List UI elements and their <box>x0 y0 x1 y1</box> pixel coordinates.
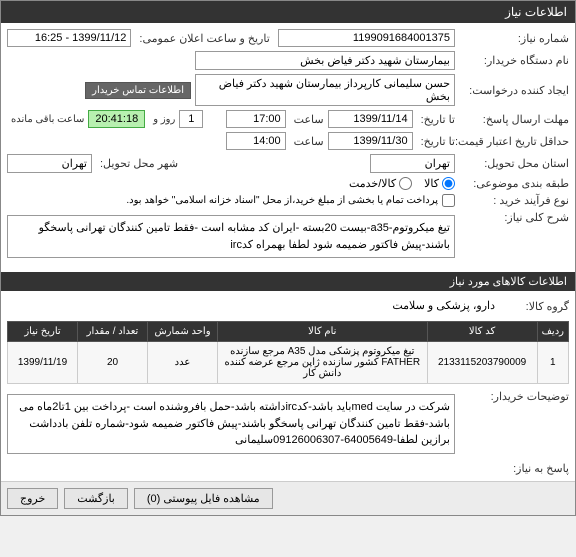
goods-radio[interactable] <box>442 177 455 190</box>
service-radio-text: کالا/خدمت <box>349 177 396 190</box>
items-section-header: اطلاعات کالاهای مورد نیاز <box>1 272 575 291</box>
group-value: دارو، پزشکی و سلامت <box>7 297 495 315</box>
cell-row: 1 <box>537 342 568 384</box>
service-radio-label[interactable]: کالا/خدمت <box>349 177 412 190</box>
col-name: نام کالا <box>218 322 428 342</box>
city-label: شهر محل تحویل: <box>96 157 178 170</box>
deadline-time: 17:00 <box>226 110 286 128</box>
purchase-note: پرداخت تمام یا بخشی از مبلغ خرید،از محل … <box>126 195 438 206</box>
service-radio[interactable] <box>399 177 412 190</box>
org-value: بیمارستان شهید دکتر فیاض بخش <box>195 51 455 70</box>
items-table: ردیف کد کالا نام کالا واحد شمارش تعداد /… <box>7 321 569 384</box>
titlebar: اطلاعات نیاز <box>1 1 575 23</box>
time-label-1: ساعت <box>290 113 324 126</box>
group-label: گروه کالا: <box>499 300 569 313</box>
items-section: گروه کالا: دارو، پزشکی و سلامت ردیف کد ک… <box>1 291 575 481</box>
day-and-label: روز و <box>149 114 175 125</box>
items-header-row: ردیف کد کالا نام کالا واحد شمارش تعداد /… <box>8 322 569 342</box>
col-date: تاریخ نیاز <box>8 322 78 342</box>
validity-label: حداقل تاریخ اعتبار قیمت: <box>459 135 569 148</box>
until-label: تا تاریخ: <box>417 113 455 126</box>
validity-date: 1399/11/30 <box>328 132 413 150</box>
treasury-checkbox[interactable] <box>442 194 455 207</box>
contact-buyer-button[interactable]: اطلاعات تماس خریدار <box>85 82 191 99</box>
footer: مشاهده فایل پیوستی (0) بازگشت خروج <box>1 481 575 515</box>
deadline-date: 1399/11/14 <box>328 110 413 128</box>
until-label-2: تا تاریخ: <box>417 135 455 148</box>
cell-unit: عدد <box>148 342 218 384</box>
col-qty: تعداد / مقدار <box>78 322 148 342</box>
col-code: کد کالا <box>427 322 537 342</box>
grouping-radio-group: کالا کالا/خدمت <box>349 177 455 190</box>
city-value: تهران <box>7 154 92 173</box>
province-value: تهران <box>370 154 455 173</box>
validity-time: 14:00 <box>226 132 286 150</box>
remain-label: ساعت باقی مانده <box>7 114 84 125</box>
announce-label: تاریخ و ساعت اعلان عمومی: <box>135 32 269 45</box>
col-unit: واحد شمارش <box>148 322 218 342</box>
close-button[interactable]: خروج <box>7 488 58 509</box>
creator-value: حسن سلیمانی کارپرداز بیمارستان شهید دکتر… <box>195 74 455 106</box>
deadline-label: مهلت ارسال پاسخ: <box>459 113 569 126</box>
goods-radio-text: کالا <box>424 177 439 190</box>
province-label: استان محل تحویل: <box>459 157 569 170</box>
need-info-window: اطلاعات نیاز شماره نیاز: 119909168400137… <box>0 0 576 516</box>
need-no-value: 1199091684001375 <box>278 29 455 47</box>
attachments-button[interactable]: مشاهده فایل پیوستی (0) <box>134 488 273 509</box>
grouping-label: طبقه بندی موضوعی: <box>459 177 569 190</box>
need-no-label: شماره نیاز: <box>459 32 569 45</box>
col-row: ردیف <box>537 322 568 342</box>
header-section: شماره نیاز: 1199091684001375 تاریخ و ساع… <box>1 23 575 268</box>
window-title: اطلاعات نیاز <box>505 5 567 19</box>
buyer-desc-label: توضیحات خریدار: <box>459 390 569 403</box>
goods-radio-label[interactable]: کالا <box>424 177 455 190</box>
cell-date: 1399/11/19 <box>8 342 78 384</box>
buyer-desc-text: شرکت در سایت medباید باشد-کدircداشته باش… <box>7 394 455 454</box>
cell-qty: 20 <box>78 342 148 384</box>
days-remaining: 1 <box>179 110 203 128</box>
table-row: 1 2133115203790009 تیغ میکروتوم پزشکی مد… <box>8 342 569 384</box>
reply-label: پاسخ به نیاز: <box>459 462 569 475</box>
cell-code: 2133115203790009 <box>427 342 537 384</box>
creator-label: ایجاد کننده درخواست: <box>459 84 569 97</box>
main-desc-label: شرح کلی نیاز: <box>459 211 569 224</box>
back-button[interactable]: بازگشت <box>64 488 128 509</box>
countdown-timer: 20:41:18 <box>88 110 145 128</box>
purchase-type-label: نوع فرآیند خرید : <box>459 194 569 207</box>
main-desc-text: تیغ میکروتوم-a35-بیست 20بسته -ایران کد م… <box>7 215 455 258</box>
announce-value: 1399/11/12 - 16:25 <box>7 29 131 47</box>
org-label: نام دستگاه خریدار: <box>459 54 569 67</box>
time-label-2: ساعت <box>290 135 324 148</box>
cell-name: تیغ میکروتوم پزشکی مدل A35 مرجع سازنده F… <box>218 342 428 384</box>
